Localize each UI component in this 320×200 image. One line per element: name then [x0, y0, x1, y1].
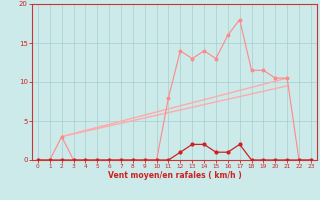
X-axis label: Vent moyen/en rafales ( km/h ): Vent moyen/en rafales ( km/h ): [108, 171, 241, 180]
